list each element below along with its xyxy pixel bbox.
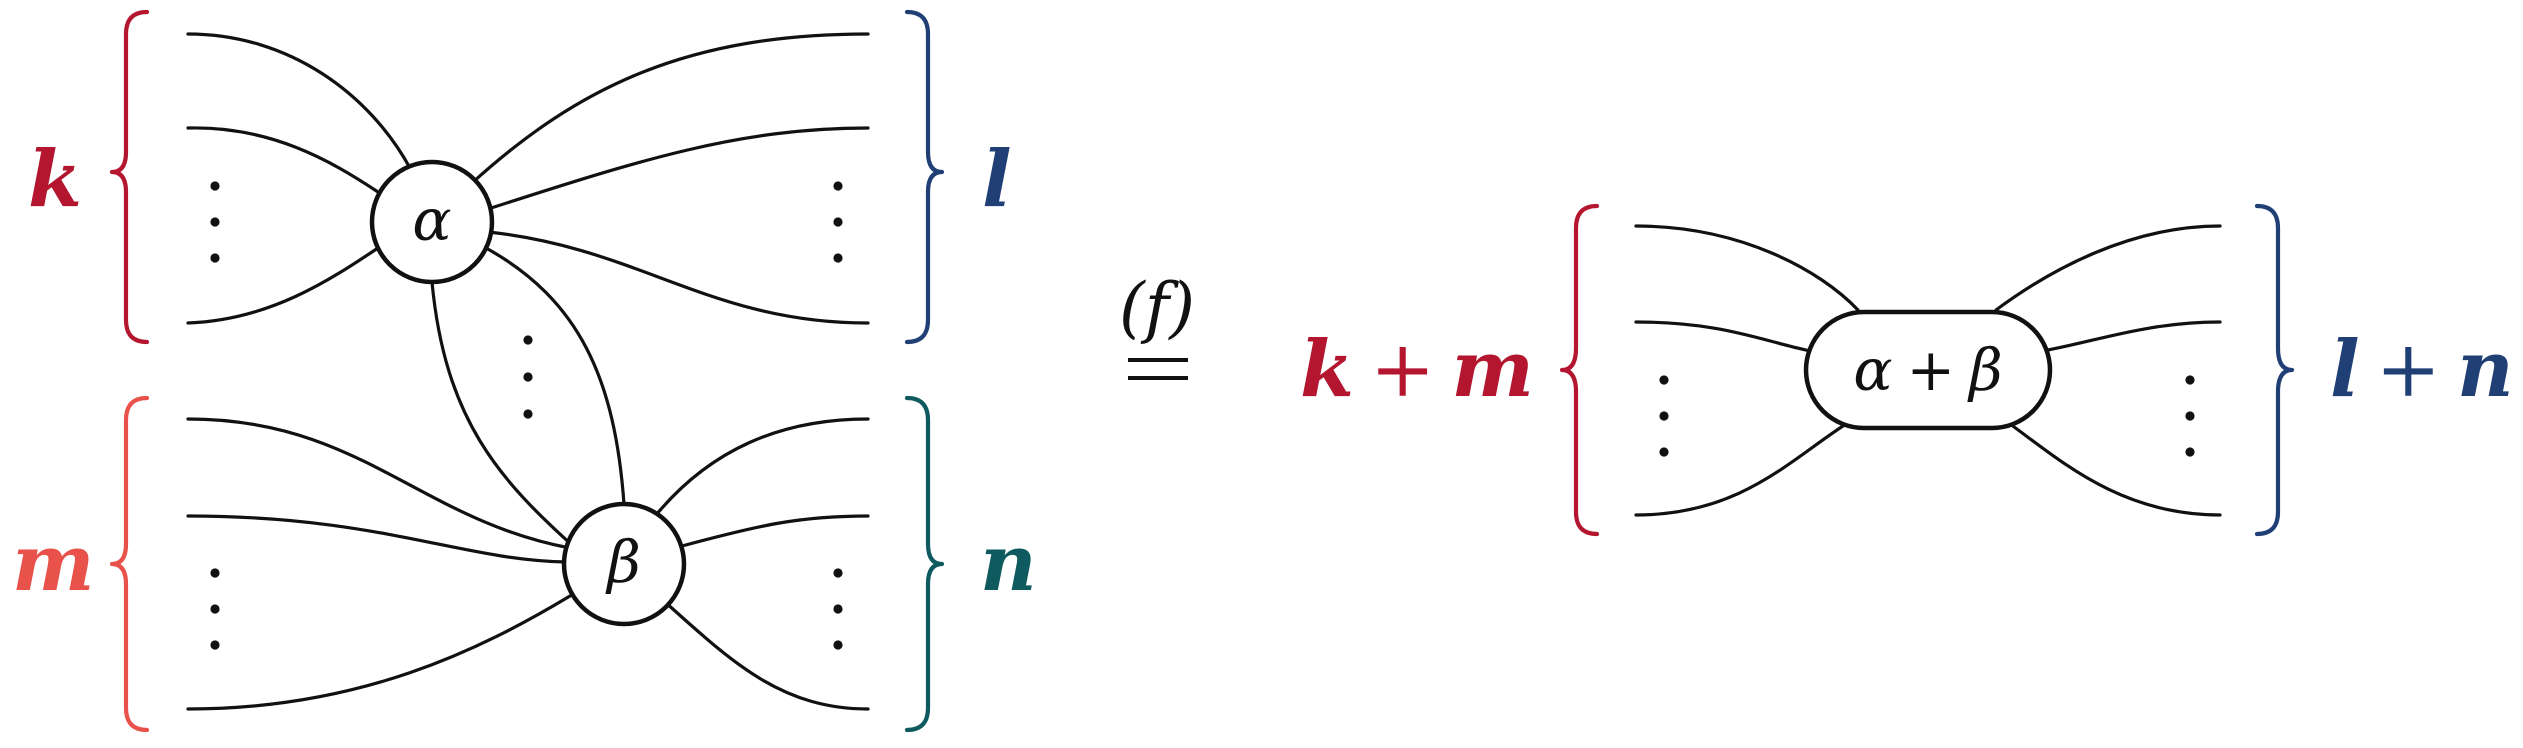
- label-k: k: [28, 134, 82, 225]
- wire-k2-alpha: [186, 126, 380, 194]
- merged-node-label: α + β: [1853, 336, 2002, 404]
- brace-n: [904, 395, 945, 733]
- wire-alpha-beta-right: [484, 246, 626, 506]
- wire-m1-beta: [186, 417, 572, 550]
- label-l: l: [982, 134, 1012, 225]
- wire-km3-merged: [1634, 422, 1848, 517]
- wire-k3-alpha: [186, 246, 380, 325]
- wire-km2-merged: [1634, 320, 1808, 352]
- wire-alpha-l2: [486, 126, 870, 211]
- label-l-plus-n: l + n: [2330, 324, 2514, 415]
- brace-l: [904, 9, 945, 345]
- brace-k: [109, 9, 150, 345]
- brace-l-plus-n: [2254, 203, 2295, 537]
- node-alpha: α: [369, 159, 495, 285]
- brace-k-plus-m: [1559, 203, 1600, 537]
- wire-alpha-l3: [486, 230, 870, 325]
- wire-merged-ln1: [1994, 224, 2222, 312]
- relation: (f): [1119, 269, 1195, 380]
- left-dots-l: [833, 181, 843, 263]
- wire-alpha-beta-left: [430, 280, 575, 548]
- left-dots-m: [210, 568, 220, 650]
- wire-m2-beta: [186, 514, 568, 564]
- label-k-plus-m: k + m: [1300, 324, 1534, 415]
- node-beta: β: [561, 501, 687, 627]
- left-dots-n: [833, 568, 843, 650]
- brace-m: [109, 395, 150, 733]
- wire-merged-ln3: [2008, 422, 2222, 517]
- right-dots-left: [1659, 375, 1669, 457]
- wire-beta-n1: [654, 417, 870, 517]
- left-dots-middle: [523, 335, 533, 419]
- label-m: m: [12, 518, 95, 609]
- wire-merged-ln2: [2046, 320, 2222, 352]
- wire-alpha-l1: [470, 32, 870, 185]
- merged-wires: [1634, 224, 2222, 517]
- wire-beta-n3: [663, 600, 870, 711]
- relation-tag: (f): [1119, 269, 1195, 346]
- wire-k1-alpha: [186, 32, 412, 170]
- left-dots-k: [210, 181, 220, 263]
- left-diagram: α β k m l n: [12, 9, 1037, 733]
- beta-wires: [186, 417, 870, 711]
- wire-beta-n2: [680, 514, 870, 548]
- node-beta-label: β: [605, 528, 641, 596]
- right-dots-right: [2185, 375, 2195, 457]
- alpha-wires: [186, 32, 870, 548]
- label-n: n: [980, 518, 1037, 609]
- right-diagram: α + β k + m l + n: [1300, 203, 2514, 537]
- node-alpha-plus-beta: α + β: [1803, 309, 2053, 431]
- wire-m3-beta: [186, 594, 572, 711]
- node-alpha-label: α: [412, 186, 451, 254]
- wire-km1-merged: [1634, 224, 1860, 312]
